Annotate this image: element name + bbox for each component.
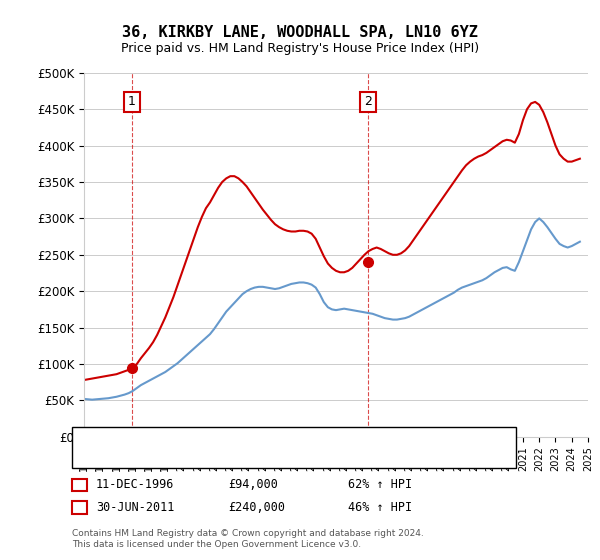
Text: 2: 2 [76, 501, 83, 514]
Text: 1: 1 [128, 95, 136, 109]
Text: 1: 1 [76, 478, 83, 492]
Text: 30-JUN-2011: 30-JUN-2011 [96, 501, 175, 514]
Text: £94,000: £94,000 [228, 478, 278, 492]
Text: 46% ↑ HPI: 46% ↑ HPI [348, 501, 412, 514]
Text: HPI: Average price, detached house, East Lindsey: HPI: Average price, detached house, East… [120, 451, 379, 461]
Text: 36, KIRKBY LANE, WOODHALL SPA, LN10 6YZ (detached house): 36, KIRKBY LANE, WOODHALL SPA, LN10 6YZ … [120, 433, 449, 444]
Text: 36, KIRKBY LANE, WOODHALL SPA, LN10 6YZ: 36, KIRKBY LANE, WOODHALL SPA, LN10 6YZ [122, 25, 478, 40]
Text: £240,000: £240,000 [228, 501, 285, 514]
Text: 2: 2 [364, 95, 372, 109]
Text: Price paid vs. HM Land Registry's House Price Index (HPI): Price paid vs. HM Land Registry's House … [121, 42, 479, 55]
Text: 11-DEC-1996: 11-DEC-1996 [96, 478, 175, 492]
Text: 62% ↑ HPI: 62% ↑ HPI [348, 478, 412, 492]
Text: Contains HM Land Registry data © Crown copyright and database right 2024.
This d: Contains HM Land Registry data © Crown c… [72, 529, 424, 549]
